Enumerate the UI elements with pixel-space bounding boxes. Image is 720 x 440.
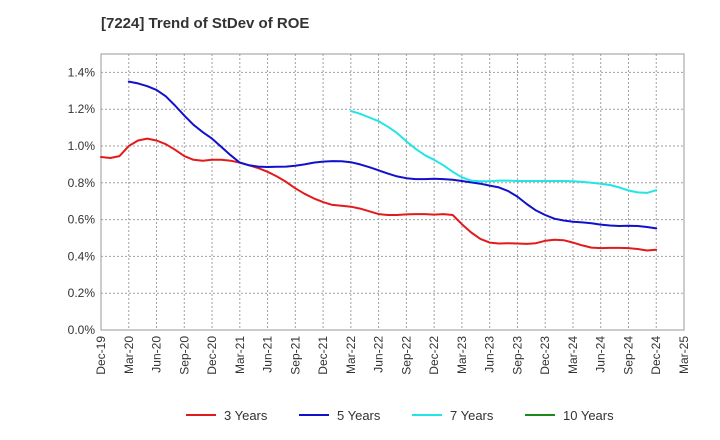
plot-area [100, 53, 685, 331]
series-line-7-years [349, 110, 658, 194]
x-tick-label: Jun-22 [372, 336, 386, 373]
x-tick-label: Sep-21 [288, 336, 302, 375]
x-axis: Dec-19 Mar-20 Jun-20 Sep-20 Dec-20 Mar-21 Jun-… [94, 336, 691, 375]
x-tick-label: Mar-23 [455, 336, 469, 374]
x-tick-label: Dec-23 [538, 336, 552, 375]
y-tick-label: 0.6% [68, 213, 96, 227]
x-tick-label: Mar-22 [344, 336, 358, 374]
x-tick-label: Jun-23 [483, 336, 497, 373]
x-tick-label: Jun-21 [261, 336, 275, 373]
y-tick-label: 0.0% [68, 323, 96, 337]
y-tick-label: 0.4% [68, 249, 96, 263]
y-axis: 0.0% 0.2% 0.4% 0.6% 0.8% 1.0% 1.2% 1.4% [68, 65, 96, 337]
x-tick-label: Dec-22 [427, 336, 441, 375]
y-tick-label: 1.0% [68, 139, 96, 153]
x-tick-label: Mar-25 [677, 336, 691, 374]
series-lines [100, 80, 658, 252]
series-line-3-years [100, 137, 658, 252]
chart-title: [7224] Trend of StDev of ROE [101, 15, 309, 32]
x-tick-label: Sep-22 [399, 336, 413, 375]
x-tick-label: Dec-19 [94, 336, 108, 375]
y-tick-label: 1.4% [68, 65, 96, 79]
x-tick-label: Dec-21 [316, 336, 330, 375]
x-tick-label: Mar-21 [233, 336, 247, 374]
x-tick-label: Dec-20 [205, 336, 219, 375]
x-tick-label: Jun-20 [150, 336, 164, 373]
y-tick-label: 0.2% [68, 286, 96, 300]
y-tick-label: 1.2% [68, 102, 96, 116]
legend-label: 10 Years [563, 408, 614, 423]
x-tick-label: Mar-20 [122, 336, 136, 374]
x-tick-label: Mar-24 [566, 336, 580, 374]
x-tick-label: Sep-20 [177, 336, 191, 375]
y-tick-label: 0.8% [68, 176, 96, 190]
x-tick-label: Dec-24 [649, 336, 663, 375]
x-tick-label: Sep-23 [510, 336, 524, 375]
legend-label: 7 Years [450, 408, 494, 423]
series-line-5-years [127, 80, 658, 230]
grid-lines [101, 54, 684, 330]
x-tick-label: Jun-24 [594, 336, 608, 373]
legend: 3 Years 5 Years 7 Years 10 Years [186, 408, 614, 423]
x-tick-label: Sep-24 [621, 336, 635, 375]
legend-label: 3 Years [224, 408, 268, 423]
legend-label: 5 Years [337, 408, 381, 423]
